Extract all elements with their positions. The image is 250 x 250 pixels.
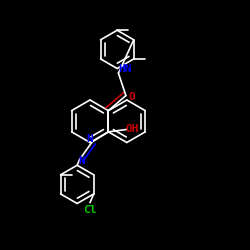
Text: N: N bbox=[86, 134, 93, 144]
Text: N: N bbox=[79, 156, 86, 166]
Text: Cl: Cl bbox=[83, 205, 97, 215]
Text: HN: HN bbox=[118, 64, 132, 74]
Text: O: O bbox=[129, 92, 136, 102]
Text: OH: OH bbox=[126, 124, 139, 134]
